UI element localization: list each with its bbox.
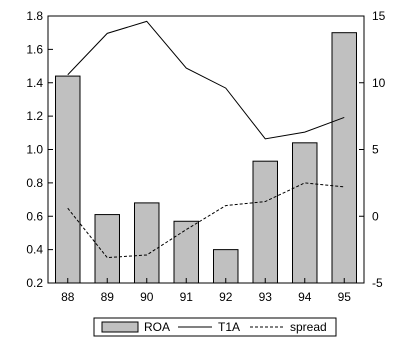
- right-tick-label: 5: [372, 143, 379, 157]
- x-tick-label: 92: [219, 290, 233, 304]
- legend-label-t1a: T1A: [218, 320, 240, 334]
- bar-series-roa: [55, 32, 357, 284]
- right-tick-label: 10: [372, 76, 386, 90]
- x-axis: 88 89 90 91 92 93 94 95: [61, 278, 351, 304]
- legend: ROA T1A spread: [93, 317, 337, 337]
- left-axis: 0.2 0.4 0.6 0.8 1.0 1.2 1.4 1.6 1.8: [26, 9, 53, 290]
- bar-roa-88: [55, 75, 81, 284]
- line-t1a: [67, 20, 345, 140]
- x-tick-label: 88: [61, 290, 75, 304]
- legend-box: [93, 317, 337, 337]
- right-tick-label: 15: [372, 9, 386, 23]
- left-tick-label: 0.4: [26, 243, 43, 257]
- x-tick-label: 91: [180, 290, 194, 304]
- right-tick-label: 0: [372, 209, 379, 223]
- left-tick-label: 1.6: [26, 42, 43, 56]
- left-tick-label: 1.8: [26, 9, 43, 23]
- left-tick-label: 1.2: [26, 109, 43, 123]
- legend-label-roa: ROA: [144, 320, 170, 334]
- x-tick-label: 94: [298, 290, 312, 304]
- left-tick-label: 0.8: [26, 176, 43, 190]
- bar-roa-95: [331, 32, 357, 284]
- right-tick-label: -5: [372, 276, 383, 290]
- left-tick-label: 1.4: [26, 76, 43, 90]
- bar-roa-91: [173, 220, 199, 284]
- x-tick-label: 90: [140, 290, 154, 304]
- right-axis: -5 0 5 10 15: [359, 9, 386, 290]
- left-tick-label: 0.2: [26, 276, 43, 290]
- bar-roa-94: [292, 142, 318, 284]
- bar-roa-93: [252, 160, 278, 284]
- x-tick-label: 95: [338, 290, 352, 304]
- left-tick-label: 1.0: [26, 143, 43, 157]
- line-spread: [67, 182, 345, 259]
- x-tick-label: 89: [101, 290, 115, 304]
- legend-label-spread: spread: [290, 320, 327, 334]
- line-series: [67, 20, 345, 259]
- legend-swatch-roa: [101, 321, 139, 333]
- bar-roa-90: [134, 202, 160, 284]
- x-tick-label: 93: [259, 290, 273, 304]
- bar-roa-89: [94, 214, 120, 284]
- left-tick-label: 0.6: [26, 209, 43, 223]
